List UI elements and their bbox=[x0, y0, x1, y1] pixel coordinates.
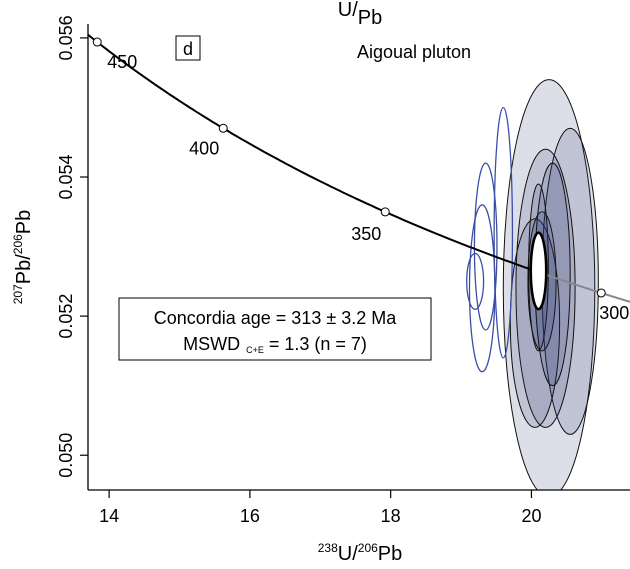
analysis-ellipse-excluded bbox=[468, 204, 496, 373]
concordia-age-label: 300 bbox=[599, 303, 629, 323]
ylabel-pre: 207 bbox=[11, 284, 25, 304]
stats-mswd-rest: = 1.3 (n = 7) bbox=[264, 334, 367, 354]
chart-title: Aigoual pluton bbox=[357, 42, 471, 62]
concordia-age-marker bbox=[92, 37, 102, 47]
concordia-age-label: 350 bbox=[351, 224, 381, 244]
xlabel-sup2: 206 bbox=[358, 541, 378, 555]
concordia-age-marker bbox=[218, 123, 228, 133]
ticks-layer: 14 16 18 20 0.050 0.052 0.054 0.056 bbox=[56, 15, 541, 526]
analysis-ellipse-excluded bbox=[466, 252, 485, 310]
y-tick-label: 0.054 bbox=[56, 154, 76, 199]
x-axis-title: 238U/206Pb bbox=[318, 541, 403, 565]
stats-box bbox=[118, 297, 432, 361]
concordia-age-label: 450 bbox=[107, 52, 137, 72]
y-tick-label: 0.052 bbox=[56, 294, 76, 339]
xlabel-pre: 238 bbox=[318, 541, 338, 555]
stats-mswd-sub: C+E bbox=[246, 345, 264, 355]
concordia-ages-layer: 450 400 350 300 bbox=[92, 37, 629, 323]
ylabel-base2: Pb bbox=[13, 210, 35, 234]
ylabel-sup2: 206 bbox=[11, 234, 25, 254]
concordia-curve-segment bbox=[538, 271, 630, 303]
concordia-curve-layer bbox=[88, 33, 630, 311]
panel-label: d bbox=[183, 39, 193, 59]
ylabel-base1: Pb/ bbox=[13, 254, 35, 284]
top-label-base2: Pb bbox=[358, 7, 382, 29]
stats-mswd: MSWD bbox=[183, 334, 240, 354]
y-tick-label: 0.056 bbox=[56, 15, 76, 60]
stats-line-2: MSWD C+E = 1.3 (n = 7) bbox=[183, 334, 367, 355]
xlabel-base2: Pb bbox=[378, 543, 402, 565]
x-tick-label: 20 bbox=[521, 506, 541, 526]
concordia-age-marker bbox=[596, 288, 606, 298]
xlabel-base1: U/ bbox=[338, 543, 358, 565]
stats-line-1: Concordia age = 313 ± 3.2 Ma bbox=[154, 308, 398, 328]
concordia-age-marker bbox=[380, 207, 390, 217]
x-tick-label: 14 bbox=[99, 506, 119, 526]
concordia-curve bbox=[88, 33, 539, 274]
analysis-ellipse-excluded bbox=[473, 162, 498, 331]
top-axis-label: U/Pb bbox=[338, 0, 382, 29]
y-tick-label: 0.050 bbox=[56, 433, 76, 478]
concordia-age-ellipse bbox=[529, 231, 548, 311]
analysis-ellipse-excluded bbox=[493, 106, 514, 359]
y-axis-title: 207Pb/206Pb bbox=[11, 210, 35, 305]
top-label-base1: U/ bbox=[338, 0, 358, 21]
concordia-age-label: 400 bbox=[189, 138, 219, 158]
x-tick-label: 18 bbox=[381, 506, 401, 526]
x-tick-label: 16 bbox=[240, 506, 260, 526]
panel-label-box bbox=[175, 35, 201, 61]
